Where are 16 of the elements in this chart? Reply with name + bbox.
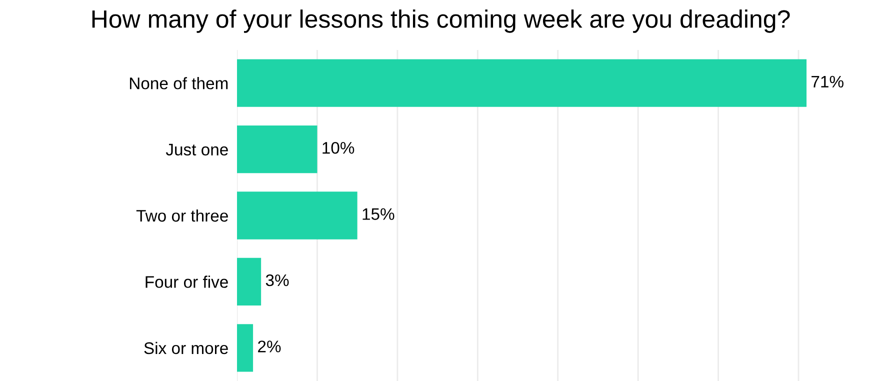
- bar: [237, 192, 358, 240]
- y-tick-label: Two or three: [136, 209, 228, 222]
- chart-title: How many of your lessons this coming week are you dreading?: [92, 10, 790, 33]
- data-label: 3%: [266, 274, 289, 286]
- data-label: 15%: [362, 208, 394, 220]
- bar: [237, 125, 318, 174]
- y-tick-label: Six or more: [144, 342, 228, 354]
- data-label: 2%: [258, 340, 281, 352]
- bar: [237, 59, 807, 107]
- y-tick-label: Just one: [166, 144, 228, 156]
- y-tick-label: Four or five: [146, 276, 228, 288]
- bar: [237, 258, 262, 306]
- bar: [237, 324, 254, 372]
- data-label: 71%: [812, 76, 844, 88]
- y-tick-label: None of them: [130, 77, 228, 90]
- data-label: 10%: [322, 142, 354, 154]
